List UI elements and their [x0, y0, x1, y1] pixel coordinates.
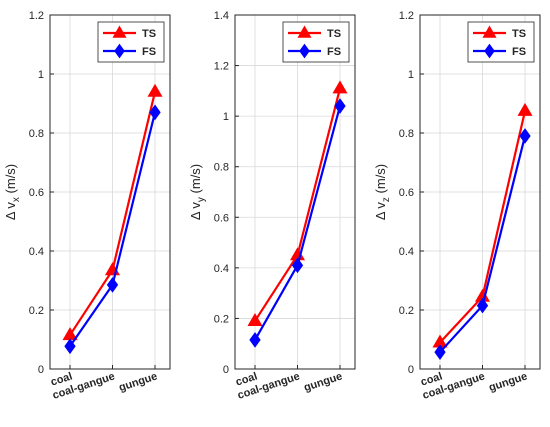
data-point-fs	[434, 344, 446, 361]
y-tick-label: 0.8	[214, 162, 229, 174]
y-tick-label: 0.6	[29, 187, 44, 199]
legend-marker-fs	[484, 43, 495, 59]
data-point-fs	[519, 128, 531, 144]
legend-label-ts: TS	[327, 28, 341, 40]
data-point-fs	[149, 104, 161, 121]
y-tick-label: 0.4	[29, 246, 44, 258]
y-axis-label-symbol: Δ v	[373, 202, 388, 221]
y-axis-label: Δ vz (m/s)	[373, 164, 392, 220]
y-axis-label-unit: (m/s)	[373, 164, 388, 197]
y-tick-label: 1.4	[214, 10, 229, 22]
legend-label-fs: FS	[327, 46, 341, 58]
legend-marker-fs	[299, 43, 310, 59]
data-point-fs	[334, 98, 346, 114]
data-point-fs	[106, 277, 119, 293]
data-point-fs	[291, 257, 304, 274]
y-axis-label-subscript: z	[381, 197, 392, 202]
legend-label-fs: FS	[512, 46, 526, 58]
data-point-fs	[64, 338, 76, 355]
y-tick-label: 0	[38, 364, 44, 376]
y-axis-label: Δ vx (m/s)	[3, 164, 22, 220]
legend-marker-fs	[114, 43, 125, 59]
data-point-ts	[247, 312, 263, 327]
y-tick-label: 0	[408, 364, 414, 376]
legend-marker-ts	[112, 25, 127, 38]
axes-box	[49, 14, 171, 370]
y-tick-label: 0.6	[214, 212, 229, 224]
data-point-fs	[249, 332, 261, 348]
y-axis-label-subscript: y	[196, 197, 207, 202]
y-tick-label: 1	[408, 69, 414, 81]
legend-box	[467, 21, 535, 63]
data-point-ts	[147, 83, 163, 97]
y-axis-label-symbol: Δ v	[3, 202, 18, 221]
y-tick-label: 0	[223, 364, 229, 376]
y-tick-label: 0.2	[29, 305, 44, 317]
y-tick-label: 0.6	[399, 187, 414, 199]
legend-label-ts: TS	[512, 28, 526, 40]
y-tick-label: 0.4	[399, 246, 414, 258]
legend-label-fs: FS	[142, 46, 156, 58]
y-axis-label-symbol: Δ v	[188, 202, 203, 221]
x-tick-label: gungue	[117, 370, 158, 394]
y-tick-label: 1	[38, 69, 44, 81]
y-tick-label: 0.8	[29, 128, 44, 140]
x-tick-label: gungue	[302, 370, 343, 394]
legend-box	[282, 21, 350, 63]
axes-box	[419, 14, 541, 370]
y-tick-label: 1.2	[399, 10, 414, 22]
x-tick-label: gungue	[487, 370, 528, 394]
legend-label-ts: TS	[142, 28, 156, 40]
y-tick-label: 0.2	[399, 305, 414, 317]
y-axis-label-unit: (m/s)	[3, 164, 18, 197]
legend-marker-ts	[482, 25, 497, 38]
y-tick-label: 1	[223, 111, 229, 123]
legend-marker-ts	[297, 25, 312, 38]
data-point-ts	[517, 102, 533, 116]
y-tick-label: 1.2	[214, 61, 229, 73]
legend-box	[97, 21, 165, 63]
axes-box	[234, 14, 356, 370]
y-axis-label-unit: (m/s)	[188, 164, 203, 197]
y-axis-label-subscript: x	[11, 197, 22, 202]
y-tick-label: 1.2	[29, 10, 44, 22]
y-tick-label: 0.8	[399, 128, 414, 140]
y-axis-label: Δ vy (m/s)	[188, 164, 207, 220]
y-tick-label: 0.4	[214, 263, 229, 275]
y-tick-label: 0.2	[214, 313, 229, 325]
data-point-ts	[332, 80, 348, 94]
data-point-fs	[476, 297, 489, 314]
